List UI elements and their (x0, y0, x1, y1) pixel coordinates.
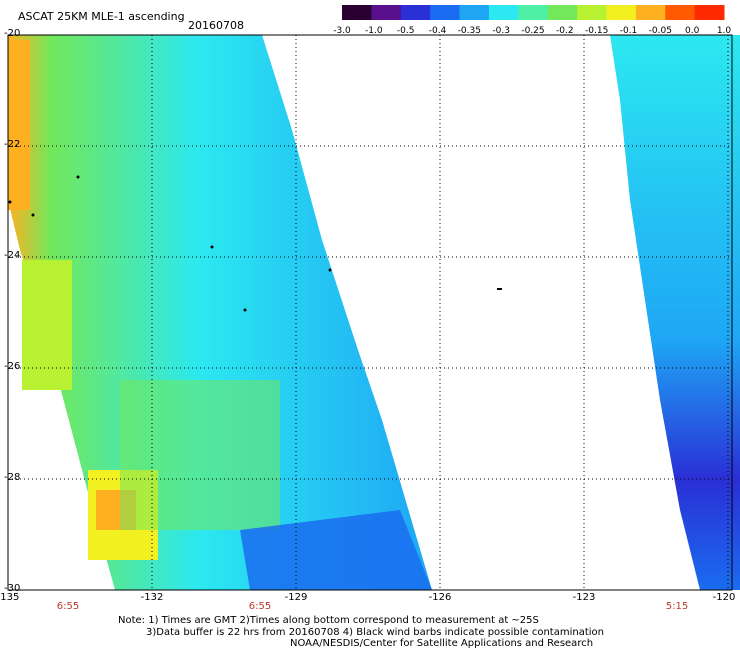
swath-time-2: 6:55 (248, 601, 272, 612)
x-tick-label: -135 (0, 592, 20, 603)
y-tick-label: -24 (4, 250, 21, 261)
swath-west (8, 35, 432, 590)
colorbar-swatch (459, 5, 490, 20)
colorbar-swatch (430, 5, 461, 20)
colorbar-swatch (606, 5, 637, 20)
colorbar-label: -0.15 (585, 26, 609, 36)
colorbar-swatch (400, 5, 431, 20)
colorbar-label: -0.3 (492, 26, 510, 36)
x-tick-label: -123 (572, 592, 596, 603)
swath-time-1: 6:55 (56, 601, 80, 612)
colorbar-label: -1.0 (365, 26, 383, 36)
colorbar-swatch (342, 5, 372, 20)
x-tick-label: -132 (140, 592, 164, 603)
colorbar (342, 5, 725, 20)
x-tick-label: -120 (712, 592, 736, 603)
colorbar-swatch (371, 5, 402, 20)
colorbar-label: -0.5 (396, 26, 415, 36)
y-tick-label: -26 (4, 361, 21, 372)
note-line-1: Note: 1) Times are GMT 2)Times along bot… (118, 615, 539, 626)
y-tick-label: -28 (4, 472, 21, 483)
colorbar-swatch (694, 5, 725, 20)
colorbar-swatch (488, 5, 519, 20)
x-tick-label: -129 (284, 592, 308, 603)
colorbar-label: -0.4 (428, 26, 447, 36)
colorbar-label: -0.25 (521, 26, 545, 36)
wind-barb-markers (8, 175, 502, 312)
y-tick-label: -30 (4, 583, 21, 594)
colorbar-swatch (635, 5, 666, 20)
colorbar-label: 1.0 (716, 26, 732, 36)
colorbar-label: -0.2 (556, 26, 574, 36)
product-date: 20160708 (188, 19, 244, 32)
colorbar-label: 0.0 (684, 26, 700, 36)
colorbar-swatch (577, 5, 607, 20)
colorbar-swatch (665, 5, 696, 20)
colorbar-label: -0.1 (619, 26, 638, 36)
swath-east (610, 35, 740, 590)
product-title: ASCAT 25KM MLE-1 ascending (18, 10, 185, 23)
colorbar-label: -3.0 (333, 26, 351, 36)
y-tick-label: -22 (4, 139, 21, 150)
colorbar-swatch (518, 5, 549, 20)
colorbar-swatch (547, 5, 578, 20)
y-tick-label: -20 (4, 28, 21, 39)
colorbar-label: -0.05 (648, 26, 672, 36)
colorbar-label: -0.35 (457, 26, 481, 36)
note-line-2: 3)Data buffer is 22 hrs from 20160708 4)… (146, 627, 604, 638)
swath-time-3: 5:15 (665, 601, 689, 612)
note-line-3: NOAA/NESDIS/Center for Satellite Applica… (290, 638, 594, 649)
x-tick-label: -126 (428, 592, 452, 603)
